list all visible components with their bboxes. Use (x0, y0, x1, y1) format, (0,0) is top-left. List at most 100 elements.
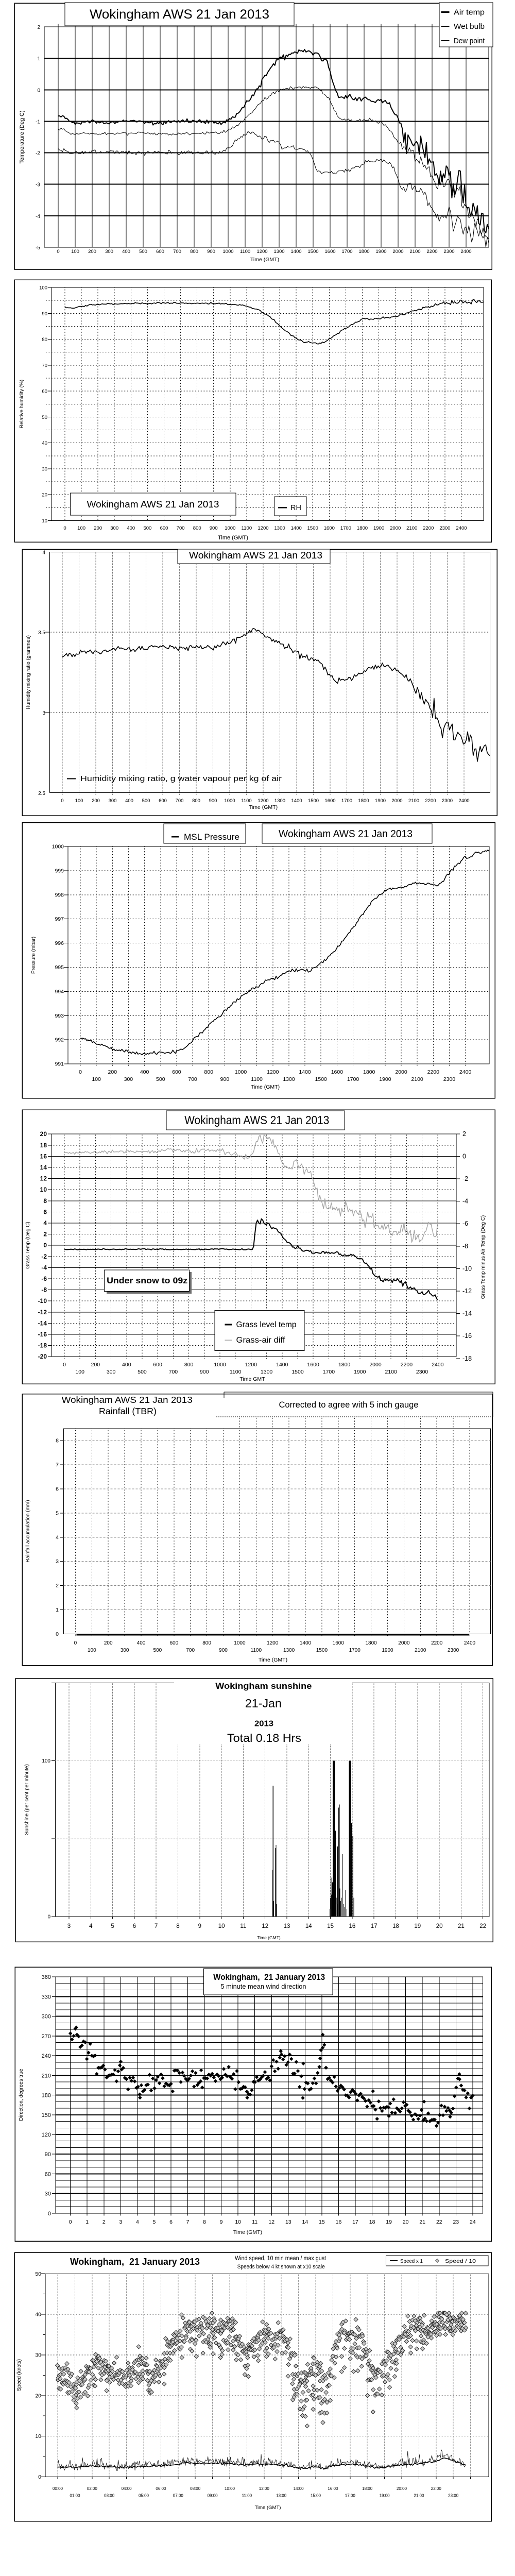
svg-text:500: 500 (142, 798, 150, 804)
svg-text:90: 90 (42, 311, 47, 317)
svg-text:5: 5 (111, 1923, 114, 1929)
svg-text:50: 50 (42, 415, 47, 420)
svg-text:2200: 2200 (426, 249, 437, 255)
svg-text:400: 400 (122, 1362, 131, 1368)
svg-text:800: 800 (204, 1069, 213, 1075)
svg-text:1200: 1200 (267, 1640, 279, 1646)
svg-text:4: 4 (136, 2219, 139, 2225)
svg-text:2300: 2300 (443, 1076, 456, 1082)
svg-text:400: 400 (125, 798, 133, 804)
svg-text:14:00: 14:00 (294, 2486, 304, 2491)
svg-text:2000: 2000 (391, 798, 402, 804)
svg-text:2100: 2100 (411, 1076, 423, 1082)
svg-text:Time (GMT): Time (GMT) (251, 1084, 280, 1090)
svg-text:400: 400 (122, 249, 130, 255)
svg-text:2013: 2013 (254, 1720, 273, 1728)
svg-text:2100: 2100 (408, 798, 419, 804)
svg-text:14: 14 (302, 2219, 308, 2225)
svg-text:200: 200 (88, 249, 96, 255)
svg-text:Wokingham sunshine: Wokingham sunshine (215, 1681, 312, 1691)
svg-text:12:00: 12:00 (259, 2486, 270, 2491)
svg-text:1800: 1800 (358, 249, 369, 255)
svg-text:270: 270 (42, 2033, 51, 2040)
svg-text:1700: 1700 (341, 249, 352, 255)
svg-text:10: 10 (35, 2433, 41, 2439)
svg-text:Wokingham AWS 21 Jan 2013: Wokingham AWS 21 Jan 2013 (62, 1395, 193, 1405)
svg-text:-18: -18 (462, 1355, 472, 1362)
svg-text:996: 996 (55, 940, 64, 946)
svg-text:18: 18 (392, 1923, 399, 1929)
svg-text:900: 900 (209, 798, 217, 804)
svg-text:Time (GMT): Time (GMT) (255, 2505, 281, 2511)
svg-text:12: 12 (268, 2219, 274, 2225)
svg-text:1300: 1300 (283, 1648, 295, 1653)
svg-text:Air temp: Air temp (454, 8, 485, 17)
svg-text:19: 19 (414, 1923, 421, 1929)
svg-text:5 minute mean wind direction: 5 minute mean wind direction (221, 1983, 306, 1990)
svg-text:07:00: 07:00 (173, 2494, 184, 2498)
svg-text:1700: 1700 (349, 1648, 361, 1653)
svg-text:-12: -12 (38, 1309, 47, 1316)
svg-text:03:00: 03:00 (104, 2494, 115, 2498)
svg-text:300: 300 (109, 798, 117, 804)
svg-text:18: 18 (40, 1142, 47, 1149)
svg-text:13: 13 (284, 1923, 290, 1929)
svg-text:Speed (knots): Speed (knots) (16, 2359, 22, 2391)
svg-text:-20: -20 (38, 1353, 47, 1360)
svg-text:1000: 1000 (225, 526, 235, 531)
svg-text:1500: 1500 (307, 526, 318, 531)
svg-text:800: 800 (184, 1362, 194, 1368)
svg-text:2400: 2400 (458, 798, 469, 804)
svg-text:-16: -16 (38, 1331, 47, 1338)
svg-text:1600: 1600 (333, 1640, 345, 1646)
svg-text:15:00: 15:00 (311, 2494, 321, 2498)
svg-text:Sunshine (per cent per minute): Sunshine (per cent per minute) (24, 1764, 30, 1835)
svg-text:180: 180 (42, 2093, 51, 2099)
svg-text:995: 995 (55, 964, 64, 971)
svg-text:7: 7 (186, 2219, 190, 2225)
svg-text:-8: -8 (462, 1243, 468, 1250)
svg-text:150: 150 (42, 2112, 51, 2119)
svg-text:1200: 1200 (256, 249, 267, 255)
svg-text:999: 999 (55, 868, 64, 874)
svg-text:Grass Temp minus Air Temp (Deg: Grass Temp minus Air Temp (Deg C) (480, 1215, 486, 1299)
svg-text:1800: 1800 (338, 1362, 351, 1368)
svg-text:-10: -10 (38, 1297, 47, 1304)
svg-text:17:00: 17:00 (345, 2494, 356, 2498)
svg-text:1600: 1600 (331, 1069, 344, 1075)
svg-text:-12: -12 (462, 1287, 472, 1295)
svg-text:2300: 2300 (448, 1648, 459, 1653)
svg-text:02:00: 02:00 (87, 2486, 98, 2491)
svg-text:1900: 1900 (375, 798, 386, 804)
svg-text:0: 0 (48, 2211, 51, 2217)
svg-text:1400: 1400 (276, 1362, 288, 1368)
svg-text:300: 300 (107, 1369, 116, 1375)
svg-text:1500: 1500 (307, 249, 318, 255)
svg-text:2300: 2300 (443, 249, 454, 255)
svg-text:800: 800 (192, 798, 200, 804)
svg-text:2000: 2000 (392, 249, 403, 255)
svg-text:4: 4 (56, 1534, 59, 1540)
svg-text:40: 40 (42, 440, 47, 446)
svg-text:1700: 1700 (347, 1076, 359, 1082)
svg-text:1800: 1800 (358, 798, 369, 804)
svg-text:Rainfall accumulation (mm): Rainfall accumulation (mm) (25, 1500, 31, 1562)
svg-text:Wokingham AWS 21 Jan 2013: Wokingham AWS 21 Jan 2013 (189, 550, 322, 561)
svg-text:Wokingham, 21 January 2013: Wokingham, 21 January 2013 (70, 2257, 200, 2267)
svg-text:1000: 1000 (235, 1069, 247, 1075)
svg-text:-6: -6 (41, 1275, 47, 1282)
svg-text:1700: 1700 (323, 1369, 335, 1375)
svg-text:1600: 1600 (307, 1362, 320, 1368)
svg-text:200: 200 (92, 798, 100, 804)
svg-text:2400: 2400 (464, 1640, 476, 1646)
svg-text:Time (GMT): Time (GMT) (257, 1935, 281, 1940)
svg-text:2100: 2100 (409, 249, 420, 255)
svg-text:-18: -18 (38, 1342, 47, 1349)
svg-text:2400: 2400 (456, 526, 467, 531)
svg-text:6: 6 (133, 1923, 136, 1929)
svg-text:0: 0 (61, 798, 63, 804)
svg-text:600: 600 (159, 798, 167, 804)
svg-text:19: 19 (386, 2219, 392, 2225)
svg-text:Time (GMT): Time (GMT) (249, 804, 278, 810)
svg-text:-2: -2 (36, 151, 40, 157)
